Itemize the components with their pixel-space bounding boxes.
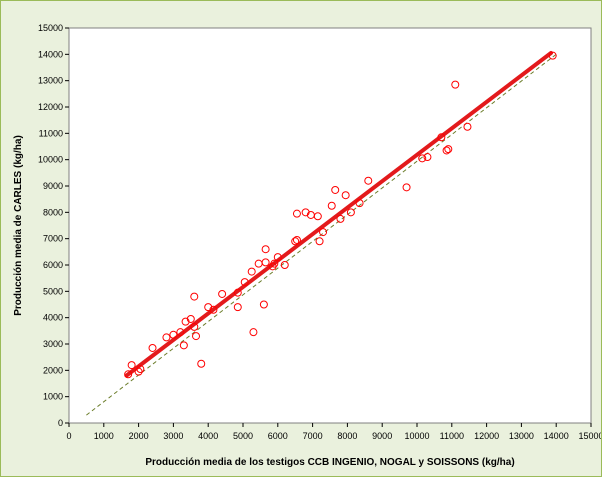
data-point: [423, 153, 432, 162]
data-point: [346, 208, 355, 217]
x-axis-title: Producción media de los testigos CCB ING…: [145, 457, 514, 468]
data-point: [179, 341, 188, 350]
data-point: [331, 185, 340, 194]
data-point: [190, 322, 199, 331]
x-tick-label: 6000: [268, 431, 288, 441]
data-point: [548, 51, 557, 60]
x-tick-label: 9000: [372, 431, 392, 441]
x-tick-label: 13000: [509, 431, 534, 441]
data-point: [327, 201, 336, 210]
y-tick-label: 3000: [43, 339, 63, 349]
data-point: [247, 267, 256, 276]
data-point: [355, 199, 364, 208]
data-point: [402, 183, 411, 192]
data-point: [192, 332, 201, 341]
data-point: [280, 261, 289, 269]
x-tick-label: 11000: [440, 431, 464, 441]
data-point: [233, 303, 242, 312]
data-point: [291, 237, 300, 246]
data-point: [313, 212, 322, 221]
y-tick-label: 11000: [39, 128, 63, 138]
data-point: [444, 145, 453, 154]
data-point: [336, 214, 345, 223]
data-point: [319, 228, 328, 237]
data-point: [233, 288, 242, 297]
y-tick-label: 7000: [43, 234, 63, 244]
x-tick-label: 1000: [94, 431, 114, 441]
y-tick-label: 4000: [43, 313, 63, 323]
data-point: [463, 122, 472, 131]
x-tick-label: 2000: [129, 431, 149, 441]
x-tick-label: 14000: [544, 431, 569, 441]
data-point: [341, 191, 350, 200]
y-tick-label: 13000: [38, 76, 63, 86]
x-tick-label: 15000: [578, 431, 601, 441]
data-point: [315, 237, 324, 246]
y-tick-label: 12000: [38, 102, 63, 112]
data-point: [301, 208, 310, 217]
data-point: [127, 361, 136, 370]
data-point: [273, 253, 282, 262]
data-point: [240, 278, 249, 287]
data-point: [186, 314, 195, 323]
data-point: [204, 303, 213, 312]
data-point: [261, 258, 270, 267]
x-tick-label: 8000: [337, 431, 357, 441]
data-point: [437, 133, 446, 142]
y-tick-label: 10000: [38, 155, 63, 165]
x-tick-label: 5000: [233, 431, 253, 441]
data-point: [364, 176, 373, 185]
y-tick-label: 6000: [43, 260, 63, 270]
data-point: [292, 235, 301, 244]
data-point: [169, 330, 178, 339]
y-tick-label: 1000: [43, 392, 63, 402]
data-point: [162, 333, 171, 342]
y-tick-label: 8000: [43, 207, 63, 217]
data-point: [209, 305, 218, 314]
x-tick-label: 10000: [404, 431, 429, 441]
x-tick-label: 0: [66, 431, 71, 441]
y-tick-label: 2000: [43, 365, 63, 375]
data-point: [270, 259, 279, 268]
y-tick-label: 0: [58, 418, 63, 428]
y-tick-label: 5000: [43, 286, 63, 296]
plot-area: [68, 27, 592, 424]
data-point: [292, 209, 301, 218]
x-tick-label: 4000: [198, 431, 218, 441]
y-tick-label: 9000: [43, 181, 63, 191]
data-point: [181, 317, 190, 326]
y-axis-title: Producción media de CARLES (kg/ha): [13, 135, 24, 316]
x-tick-label: 7000: [303, 431, 323, 441]
data-point: [261, 245, 270, 254]
data-point: [259, 300, 268, 309]
y-tick-label: 14000: [38, 49, 63, 59]
data-point: [148, 343, 157, 352]
y-tick-label: 15000: [38, 23, 63, 33]
data-point: [451, 80, 460, 89]
data-point: [124, 370, 133, 379]
data-point: [249, 328, 258, 337]
data-point: [218, 289, 227, 298]
data-point: [190, 292, 199, 301]
data-point: [136, 365, 145, 374]
x-tick-label: 12000: [474, 431, 499, 441]
x-tick-label: 3000: [163, 431, 183, 441]
regression-line: [124, 51, 553, 378]
data-point: [442, 146, 451, 155]
data-point: [176, 328, 185, 337]
data-point: [197, 359, 206, 368]
data-point: [418, 154, 427, 163]
